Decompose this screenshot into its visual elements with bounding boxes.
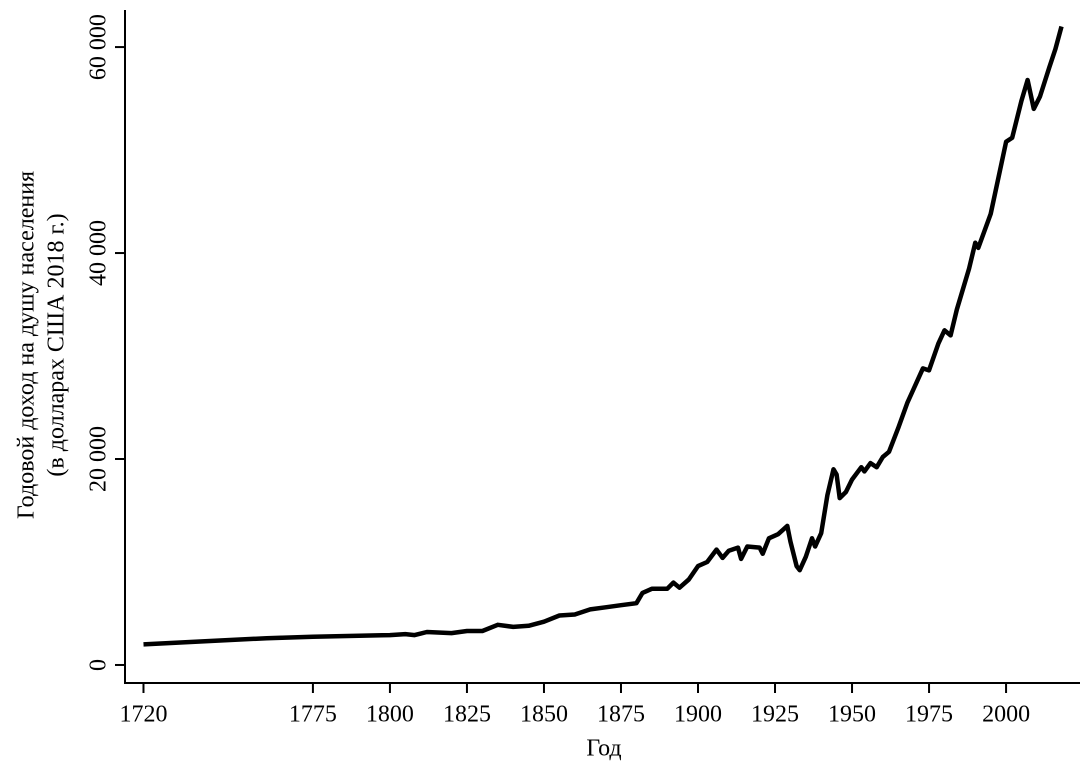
x-tick-label: 1775 bbox=[289, 702, 337, 728]
y-tick-label: 0 bbox=[86, 659, 112, 671]
y-tick-label: 20 000 bbox=[86, 426, 112, 492]
x-tick-label: 1800 bbox=[366, 702, 414, 728]
y-tick-label: 60 000 bbox=[86, 14, 112, 80]
y-axis-label: Годовой доход на душу населения bbox=[14, 171, 40, 519]
x-tick-label: 1975 bbox=[905, 702, 953, 728]
x-axis-label: Год bbox=[586, 736, 621, 762]
x-tick-label: 1875 bbox=[597, 702, 645, 728]
x-tick-label: 1850 bbox=[520, 702, 568, 728]
y-axis-label-group: Годовой доход на душу населения (в долла… bbox=[14, 171, 70, 519]
y-tick-label: 40 000 bbox=[86, 220, 112, 286]
x-tick-label: 1900 bbox=[674, 702, 722, 728]
x-tick-label: 1925 bbox=[751, 702, 799, 728]
x-tick-label: 2000 bbox=[982, 702, 1030, 728]
line bbox=[143, 25, 1064, 647]
y-axis-label: (в долларах США 2018 г.) bbox=[44, 213, 70, 476]
x-tick-label: 1720 bbox=[119, 702, 167, 728]
x-tick-label: 1950 bbox=[828, 702, 876, 728]
x-tick-label: 1825 bbox=[443, 702, 491, 728]
